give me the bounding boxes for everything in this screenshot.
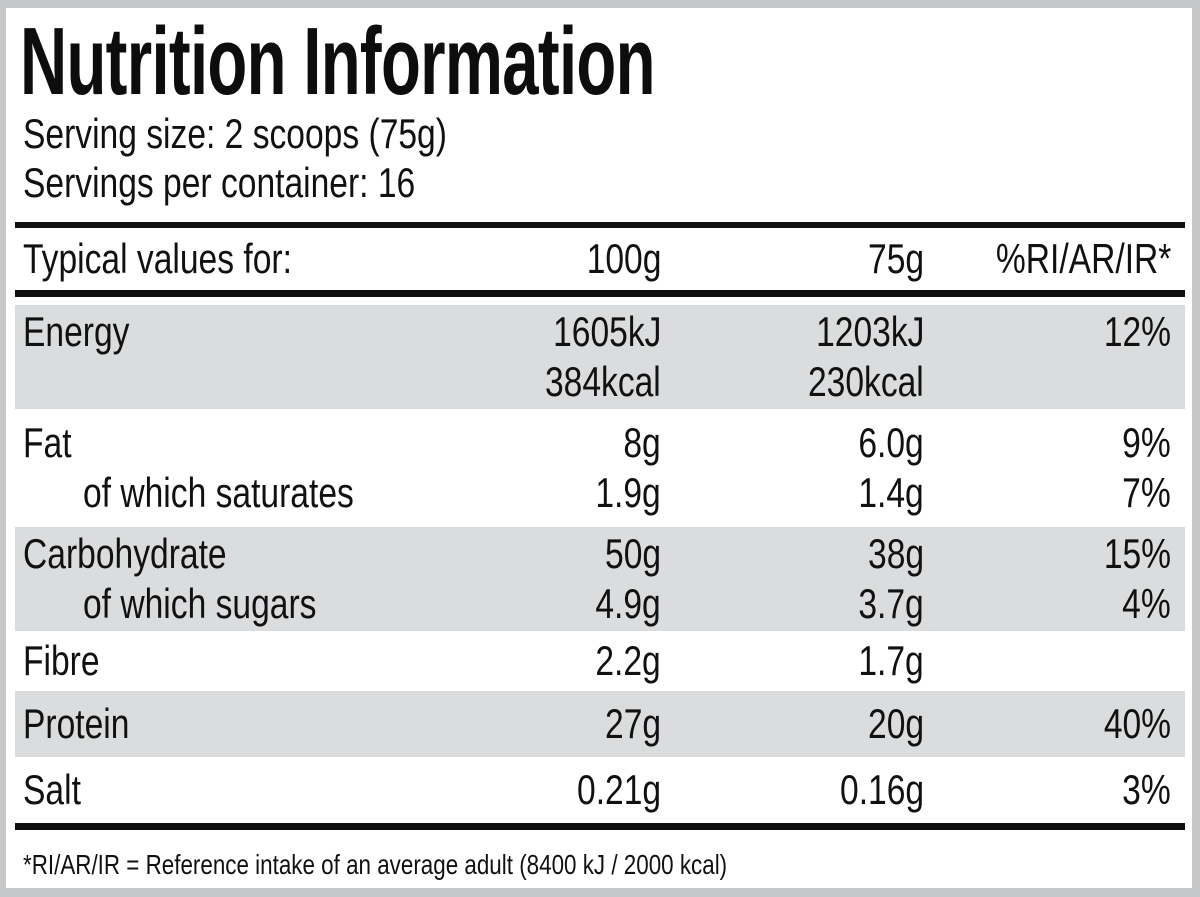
value-per-75g: 6.0g (858, 419, 924, 466)
header-per-100g: 100g (586, 235, 661, 282)
row-line: Energy 1605kJ 1203kJ 12% (15, 307, 1185, 357)
servings-per-container: Servings per container: 16 (23, 159, 416, 206)
value-per-75g: 38g (867, 530, 924, 577)
table-header-row: Typical values for: 100g 75g %RI/AR/IR* (15, 228, 1185, 290)
value-per-100g: 1605kJ (552, 308, 661, 355)
spacer (15, 297, 1185, 305)
table-row-energy: Energy 1605kJ 1203kJ 12% 384kcal 230kcal (15, 305, 1185, 409)
value-per-100g: 0.21g (576, 766, 661, 813)
table-row-fat: Fat 8g 6.0g 9% of which saturates 1.9g 1… (15, 409, 1185, 527)
row-line: Carbohydrate 50g 38g 15% (15, 529, 1185, 579)
value-per-75g: 3.7g (858, 580, 924, 627)
value-ri-percent: 40% (1103, 700, 1171, 747)
header-typical-values: Typical values for: (23, 235, 292, 282)
row-line: 384kcal 230kcal (15, 357, 1185, 407)
divider-top (15, 222, 1185, 228)
page-title-text: Nutrition Information (20, 8, 655, 115)
value-per-100g: 1.9g (595, 469, 661, 516)
header-ri-percent: %RI/AR/IR* (995, 235, 1172, 282)
value-per-100g: 2.2g (595, 637, 661, 684)
row-label: Fat (23, 419, 72, 466)
row-line: Fat 8g 6.0g 9% (15, 418, 1185, 468)
value-per-100g: 27g (604, 700, 661, 747)
table-row-carbohydrate: Carbohydrate 50g 38g 15% of which sugars… (15, 527, 1185, 631)
row-line-sugars: of which sugars 4.9g 3.7g 4% (15, 579, 1185, 629)
value-per-100g: 4.9g (595, 580, 661, 627)
row-label: Energy (23, 308, 130, 355)
row-label: Salt (23, 766, 81, 813)
value-ri-percent: 12% (1103, 308, 1171, 355)
row-label: Protein (23, 700, 130, 747)
value-ri-percent: 9% (1122, 419, 1171, 466)
row-label: Carbohydrate (23, 530, 227, 577)
value-ri-percent (924, 636, 1171, 686)
value-per-100g: 8g (623, 419, 661, 466)
row-sublabel: of which sugars (83, 580, 317, 627)
value-per-75g: 1203kJ (815, 308, 924, 355)
page-title: Nutrition Information (20, 8, 1192, 115)
row-line: Fibre 2.2g 1.7g (15, 636, 1185, 686)
value-per-75g: 20g (867, 700, 924, 747)
value-ri-percent: 3% (1122, 766, 1171, 813)
table-row-fibre: Fibre 2.2g 1.7g (15, 631, 1185, 691)
divider-header (15, 290, 1185, 297)
serving-size: Serving size: 2 scoops (75g) (23, 110, 447, 157)
value-per-75g: 230kcal (808, 358, 924, 405)
value-ri-percent (924, 357, 1171, 407)
value-per-75g: 1.4g (858, 469, 924, 516)
divider-bottom (15, 823, 1185, 830)
nutrition-table: Typical values for: 100g 75g %RI/AR/IR* … (15, 222, 1185, 830)
value-per-75g: 0.16g (839, 766, 924, 813)
table-row-protein: Protein 27g 20g 40% (15, 691, 1185, 757)
value-per-100g: 50g (604, 530, 661, 577)
value-ri-percent: 15% (1103, 530, 1171, 577)
row-line: Protein 27g 20g 40% (15, 699, 1185, 749)
row-line-saturates: of which saturates 1.9g 1.4g 7% (15, 468, 1185, 518)
row-label: Fibre (23, 637, 100, 684)
value-ri-percent: 4% (1122, 580, 1171, 627)
header-per-75g: 75g (867, 235, 924, 282)
value-ri-percent: 7% (1122, 469, 1171, 516)
row-line: Salt 0.21g 0.16g 3% (15, 765, 1185, 815)
row-sublabel: of which saturates (83, 469, 354, 516)
value-per-75g: 1.7g (858, 637, 924, 684)
reference-intake-footnote: *RI/AR/IR = Reference intake of an avera… (23, 849, 728, 880)
table-row-salt: Salt 0.21g 0.16g 3% (15, 757, 1185, 823)
value-per-100g: 384kcal (545, 358, 661, 405)
